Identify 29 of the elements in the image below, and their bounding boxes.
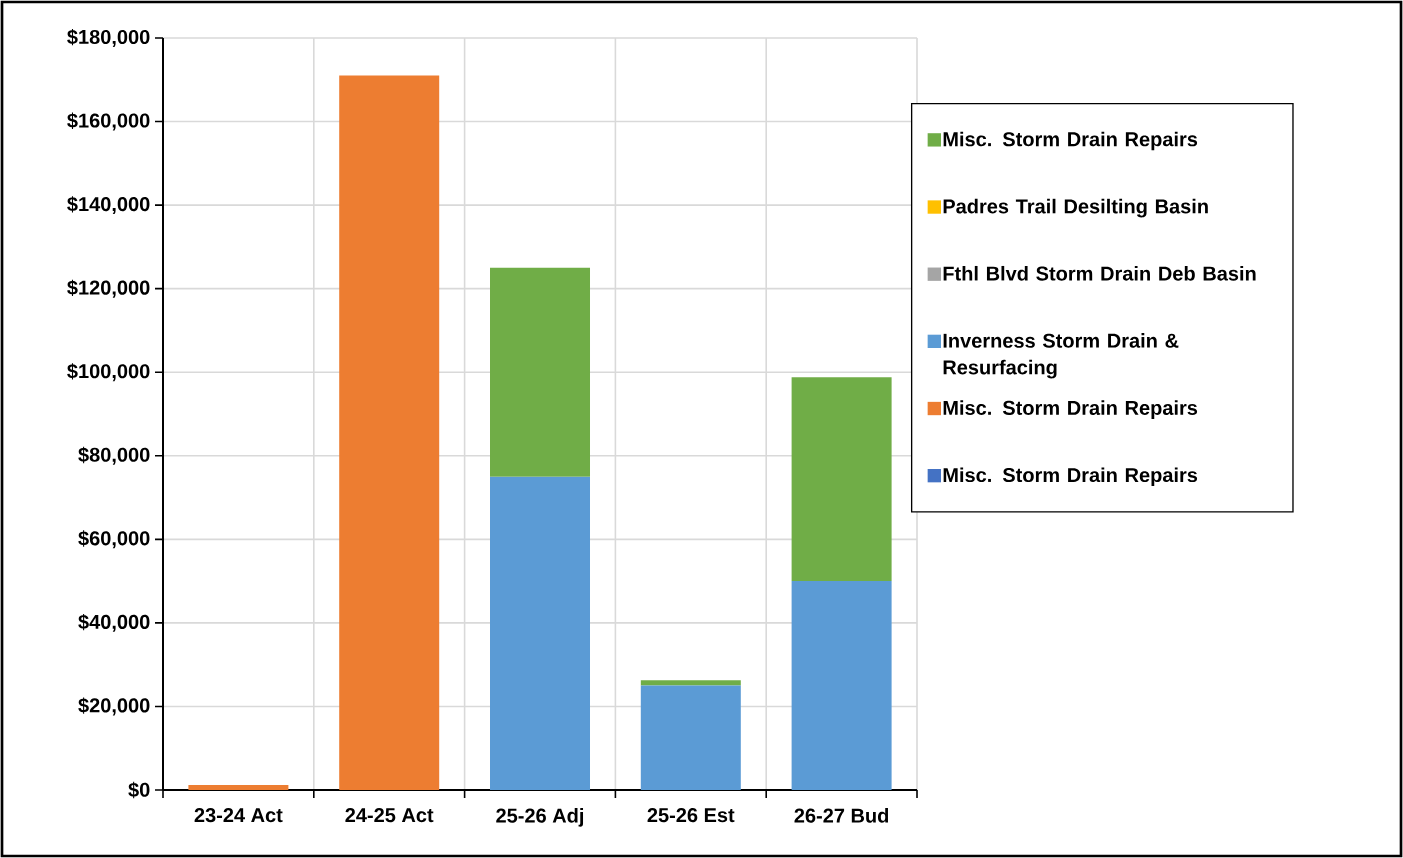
y-tick-label: $180,000 — [67, 29, 150, 47]
y-tick-label: $80,000 — [78, 446, 150, 465]
y-tick-label: $20,000 — [78, 697, 150, 716]
legend-label: Misc. Storm Drain Repairs — [943, 467, 1198, 487]
legend-label: Fthl Blvd Storm Drain Deb Basin — [943, 265, 1256, 281]
y-tick-label: $60,000 — [78, 530, 150, 549]
x-tick-label: 24-25 Act — [345, 808, 434, 823]
bar — [640, 680, 741, 686]
bar — [640, 685, 741, 790]
x-tick-label: 25-26 Adj — [496, 808, 584, 827]
x-tick-label: 26-27 Bud — [794, 808, 889, 823]
y-tick-label: $40,000 — [78, 613, 150, 632]
legend-label: Misc. Storm Drain Repairs — [943, 400, 1198, 419]
legend-label: Inverness Storm Drain & Resurfacing — [943, 333, 1179, 379]
bar — [791, 581, 892, 790]
legend-label: Padres Trail Desilting Basin — [943, 198, 1208, 218]
y-tick-label: $0 — [128, 781, 150, 799]
y-tick-label: $160,000 — [67, 112, 150, 131]
bar — [188, 784, 289, 790]
x-tick-label: 25-26 Est — [647, 808, 735, 823]
y-tick-label: $100,000 — [67, 363, 150, 382]
y-tick-label: $120,000 — [67, 279, 150, 298]
x-tick-label: 23-24 Act — [194, 808, 283, 823]
y-tick-label: $140,000 — [67, 196, 150, 215]
legend-label: Misc. Storm Drain Repairs — [943, 131, 1198, 151]
bar — [490, 267, 591, 477]
bar — [791, 377, 892, 582]
bar — [490, 476, 591, 790]
bar — [339, 75, 440, 790]
